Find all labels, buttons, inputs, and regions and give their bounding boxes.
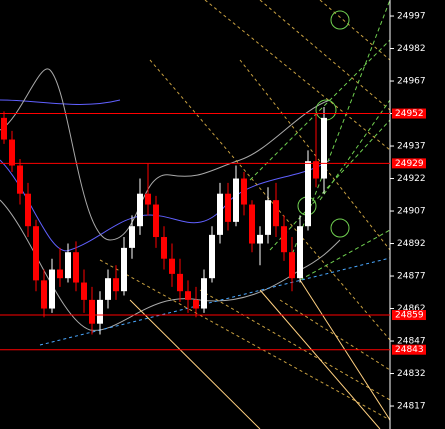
level-label-box xyxy=(392,344,426,355)
band-line xyxy=(0,68,331,241)
candle-body xyxy=(305,161,311,227)
candle-body xyxy=(49,269,55,309)
candle-body xyxy=(201,278,207,309)
candle-body xyxy=(249,204,255,244)
candle-body xyxy=(17,165,23,194)
candle-body xyxy=(289,252,295,279)
candle-body xyxy=(65,252,71,279)
candle-body xyxy=(273,200,279,227)
candle-body xyxy=(97,299,103,324)
candle-body xyxy=(57,269,63,279)
y-tick-label: 24922 xyxy=(397,174,426,184)
y-tick-label: 24832 xyxy=(397,369,426,379)
marker-circle xyxy=(315,99,337,121)
candle-body xyxy=(257,234,263,244)
candle-body xyxy=(137,193,143,227)
candle-body xyxy=(33,226,39,281)
level-label: 24952 xyxy=(395,109,424,119)
candle-body xyxy=(233,178,239,222)
level-label-box xyxy=(392,310,426,321)
candle-body xyxy=(153,204,159,238)
candle-body xyxy=(113,278,119,292)
level-label: 24859 xyxy=(395,311,424,321)
level-label-box xyxy=(392,108,426,119)
candle-body xyxy=(217,193,223,235)
candle-body xyxy=(313,161,319,179)
candle-body xyxy=(281,226,287,253)
candle-body xyxy=(9,139,15,166)
candle-body xyxy=(1,117,7,140)
level-label: 24843 xyxy=(395,345,424,355)
fan-line xyxy=(129,279,391,429)
candle-body xyxy=(145,193,151,205)
candle-body xyxy=(81,282,87,300)
y-tick-label: 24907 xyxy=(397,207,426,217)
candle-body xyxy=(169,258,175,274)
trend-line xyxy=(39,257,391,346)
candle-body xyxy=(129,226,135,248)
y-tick-label: 24862 xyxy=(397,304,426,314)
candle-body xyxy=(121,247,127,292)
y-tick-label: 24847 xyxy=(397,337,426,347)
y-tick-label: 24937 xyxy=(397,142,426,152)
candle-body xyxy=(265,200,271,235)
band-line xyxy=(0,159,331,252)
y-tick-label: 24892 xyxy=(397,239,426,249)
level-label: 24929 xyxy=(395,159,424,169)
candle-body xyxy=(185,291,191,300)
candle-body xyxy=(73,252,79,283)
candle-body xyxy=(177,273,183,292)
fan-line xyxy=(249,0,391,281)
fan-line xyxy=(99,0,391,421)
candle-body xyxy=(321,117,327,179)
y-tick-label: 24967 xyxy=(397,77,426,87)
candle-body xyxy=(161,237,167,259)
candle-body xyxy=(25,193,31,227)
marker-circle xyxy=(330,218,350,238)
band-line xyxy=(0,99,121,105)
marker-circle xyxy=(330,10,350,30)
candle-body xyxy=(225,193,231,222)
candle-body xyxy=(297,226,303,279)
y-tick-label: 24817 xyxy=(397,402,426,412)
candle-body xyxy=(193,299,199,309)
candle-body xyxy=(105,278,111,300)
candle-body xyxy=(89,299,95,324)
y-tick-label: 24997 xyxy=(397,12,426,22)
candle-body xyxy=(41,280,47,309)
y-tick-label: 24982 xyxy=(397,44,426,54)
candle-body xyxy=(209,234,215,279)
candle-body xyxy=(241,178,247,205)
y-tick-label: 24877 xyxy=(397,272,426,282)
level-label-box xyxy=(392,158,426,169)
decorations xyxy=(0,0,391,429)
